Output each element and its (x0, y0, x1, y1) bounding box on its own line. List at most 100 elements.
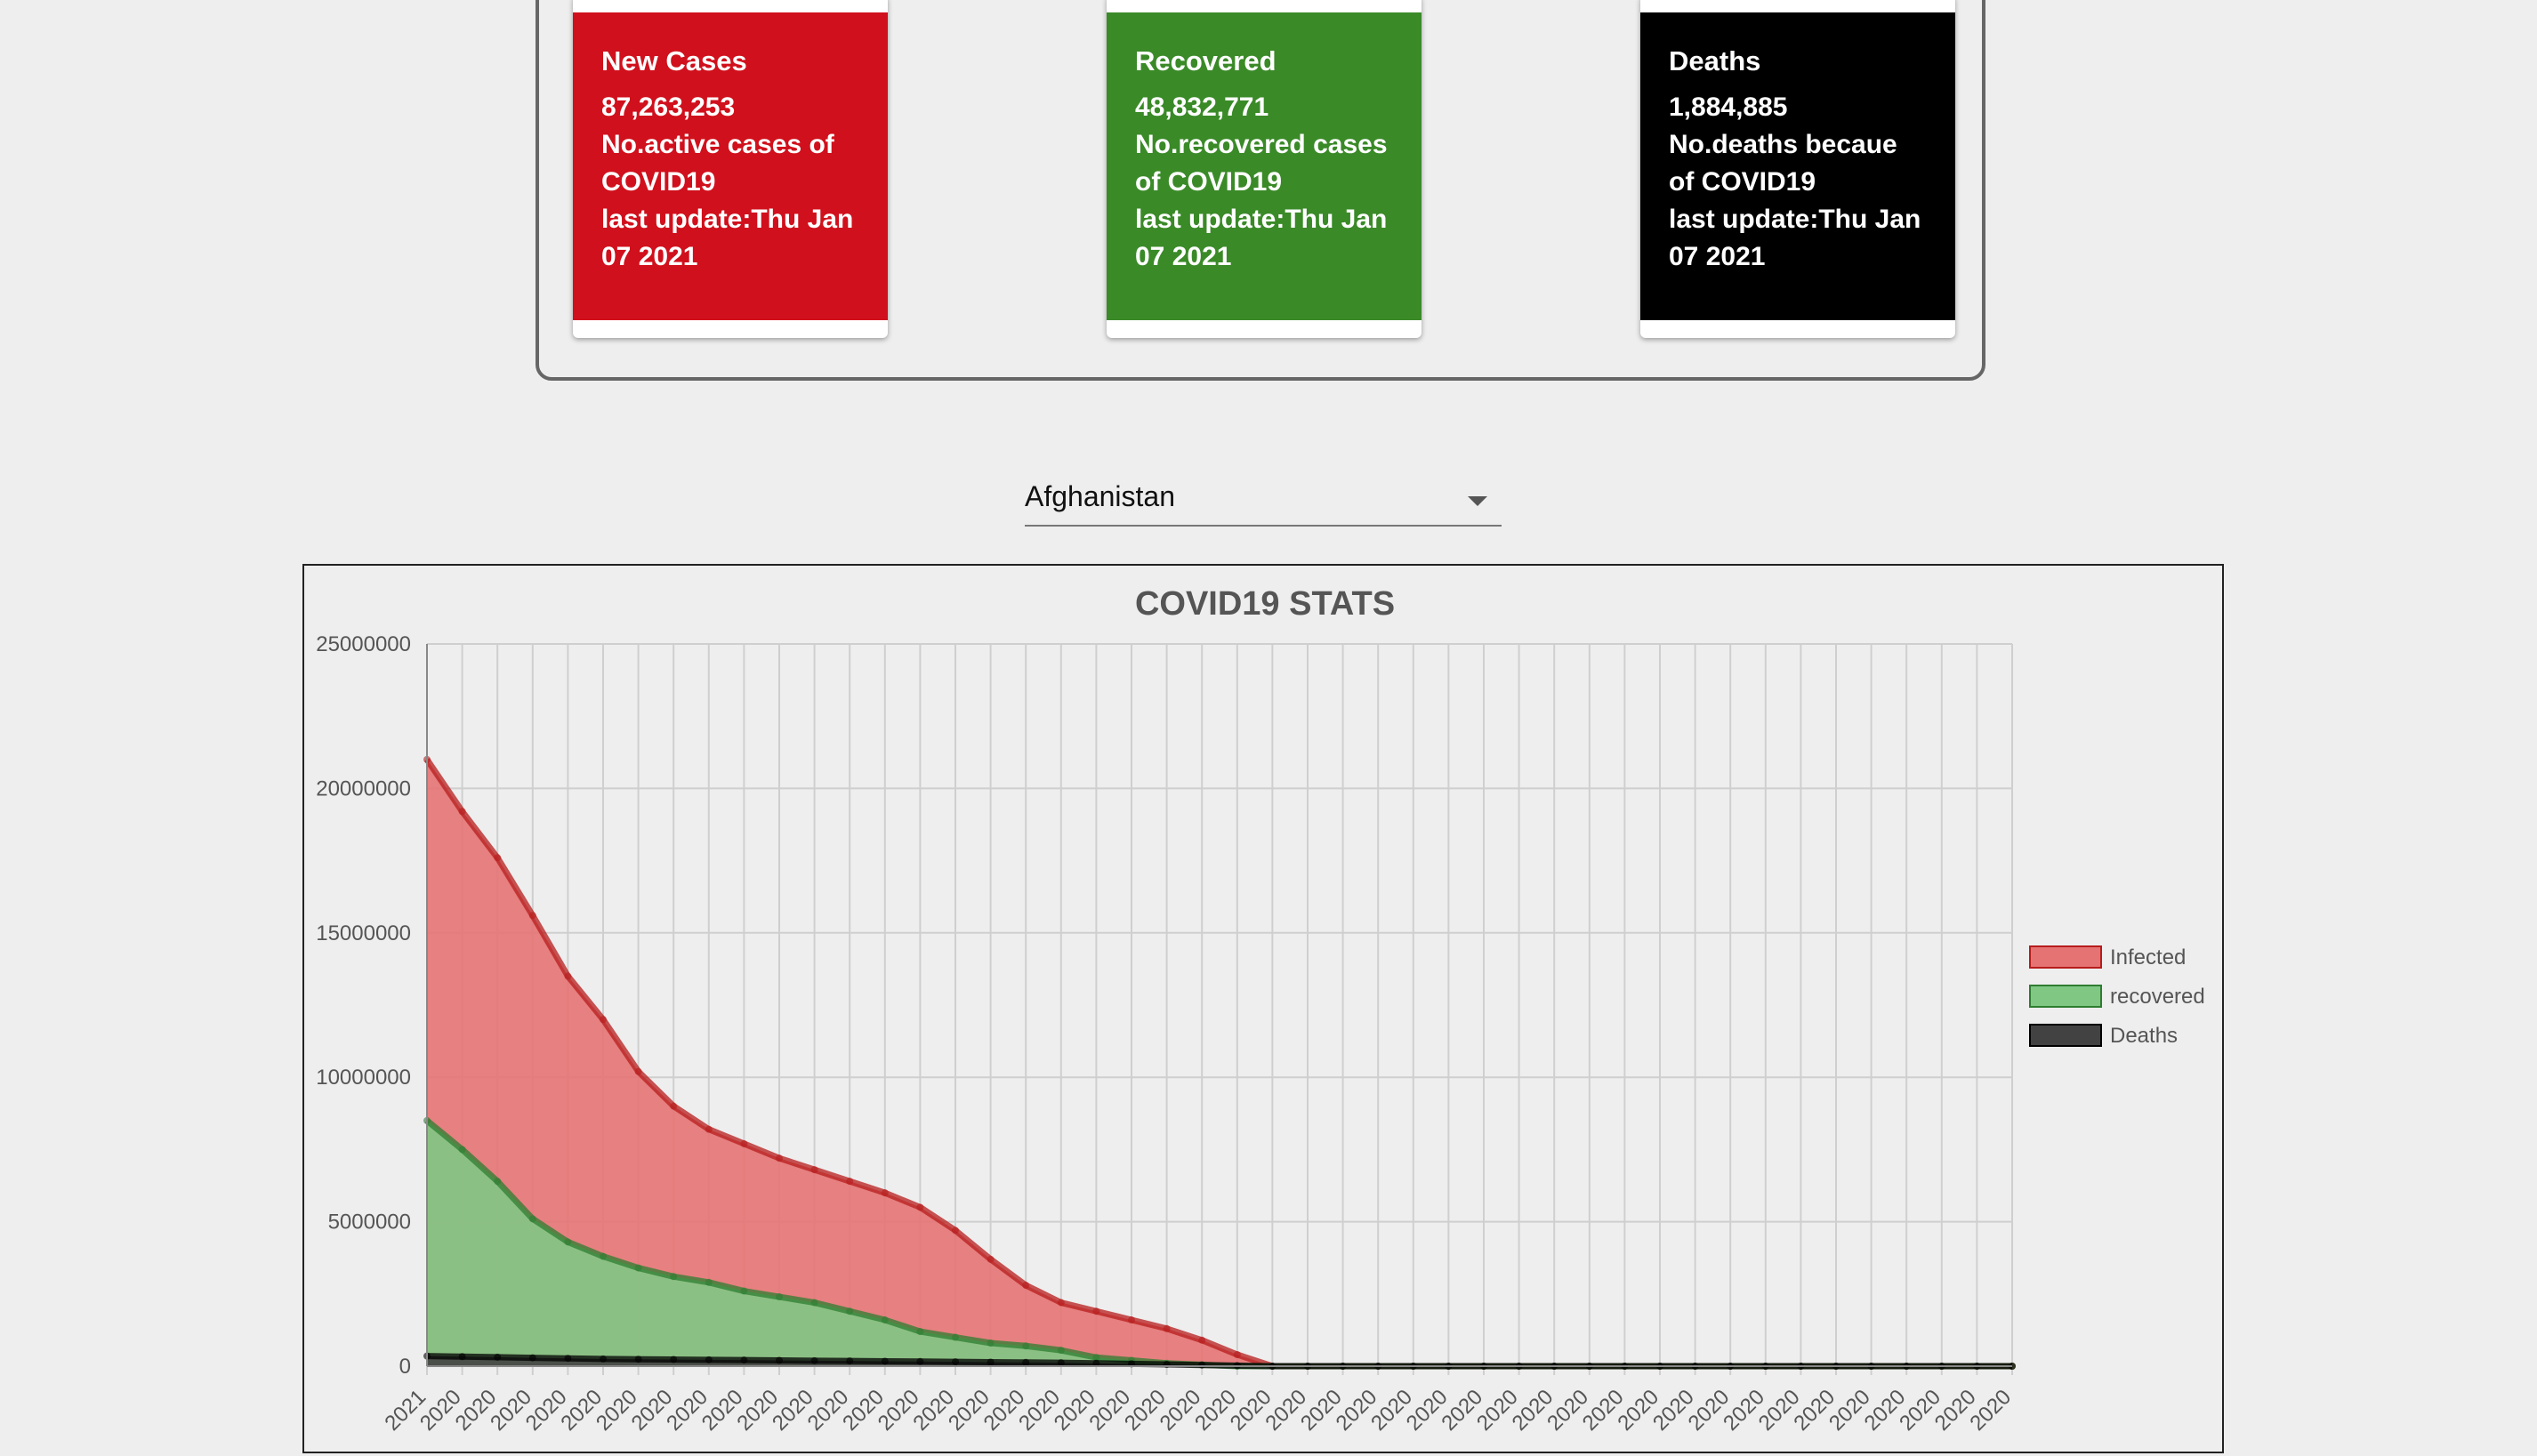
data-point (1163, 1324, 1171, 1332)
deaths-card: Deaths 1,884,885 No.deaths becaue of COV… (1640, 0, 1955, 338)
data-point (528, 1215, 536, 1223)
y-tick-label: 15000000 (316, 921, 411, 945)
legend-label-deaths: Deaths (2110, 1024, 2178, 1048)
data-point (1092, 1354, 1100, 1362)
data-point (1233, 1351, 1241, 1359)
legend-swatch-infected (2029, 945, 2102, 969)
chevron-down-icon (1468, 496, 1487, 506)
data-point (846, 1178, 854, 1186)
data-point (600, 1355, 607, 1363)
deaths-update-2: 07 2021 (1669, 242, 1766, 271)
data-point (705, 1125, 713, 1133)
data-point (705, 1355, 713, 1363)
recovered-desc-1: No.recovered cases (1135, 130, 1388, 159)
data-point (494, 1178, 502, 1186)
new-cases-desc-1: No.active cases of (601, 130, 834, 159)
data-point (916, 1203, 924, 1211)
data-point (1092, 1307, 1100, 1315)
data-point (564, 1355, 572, 1363)
data-point (846, 1357, 854, 1365)
data-point (987, 1255, 995, 1263)
data-point (1128, 1316, 1135, 1324)
data-point (458, 1146, 466, 1154)
deaths-update-1: last update:Thu Jan (1669, 205, 1921, 234)
data-point (564, 972, 572, 980)
deaths-desc-2: of COVID19 (1669, 167, 1816, 197)
new-cases-desc-2: COVID19 (601, 167, 716, 197)
new-cases-card-body: New Cases 87,263,253 No.active cases of … (573, 12, 888, 320)
legend-swatch-deaths (2029, 1024, 2102, 1047)
data-point (634, 1264, 642, 1272)
data-point (740, 1287, 748, 1295)
y-tick-label: 10000000 (316, 1066, 411, 1090)
country-select-value: Afghanistan (1025, 480, 1176, 512)
data-point (564, 1238, 572, 1246)
recovered-value: 48,832,771 (1135, 93, 1269, 122)
new-cases-card: New Cases 87,263,253 No.active cases of … (573, 0, 888, 338)
data-point (776, 1293, 783, 1301)
data-point (1022, 1342, 1030, 1350)
data-point (810, 1299, 818, 1307)
data-point (670, 1355, 678, 1363)
data-point (634, 1067, 642, 1075)
x-tick-label: 2020 (1965, 1385, 2016, 1436)
y-tick-label: 20000000 (316, 776, 411, 800)
y-tick-label: 5000000 (328, 1211, 411, 1235)
country-select[interactable]: Afghanistan (1025, 464, 1502, 527)
recovered-card: Recovered 48,832,771 No.recovered cases … (1107, 0, 1422, 338)
data-point (1198, 1336, 1206, 1344)
data-point (670, 1273, 678, 1281)
data-point (740, 1356, 748, 1364)
data-point (881, 1316, 889, 1324)
y-tick-label: 25000000 (316, 632, 411, 656)
new-cases-update-2: 07 2021 (601, 242, 698, 271)
data-point (705, 1278, 713, 1286)
deaths-desc-1: No.deaths becaue (1669, 130, 1897, 159)
data-point (494, 854, 502, 862)
data-point (670, 1102, 678, 1110)
data-point (846, 1307, 854, 1315)
legend-label-recovered: recovered (2110, 985, 2205, 1009)
deaths-card-body: Deaths 1,884,885 No.deaths becaue of COV… (1640, 12, 1955, 320)
data-point (600, 1016, 607, 1024)
data-point (458, 1353, 466, 1361)
data-point (1057, 1347, 1065, 1355)
covid-chart: COVID19 STATS 25000000 20000000 15000000 10… (302, 564, 2224, 1453)
data-point (1057, 1299, 1065, 1307)
legend-label-infected: Infected (2110, 945, 2186, 969)
data-point (987, 1358, 995, 1366)
data-point (952, 1333, 959, 1341)
chart-title: COVID19 STATS (1135, 585, 1395, 623)
deaths-title: Deaths (1669, 45, 1761, 76)
data-point (916, 1357, 924, 1365)
recovered-update-1: last update:Thu Jan (1135, 205, 1388, 234)
data-point (810, 1166, 818, 1174)
data-point (1022, 1358, 1030, 1366)
data-point (494, 1353, 502, 1361)
recovered-desc-2: of COVID19 (1135, 167, 1283, 197)
series-area-recovered (427, 1120, 2012, 1366)
recovered-card-body: Recovered 48,832,771 No.recovered cases … (1107, 12, 1422, 320)
data-point (458, 808, 466, 816)
data-point (916, 1328, 924, 1336)
data-point (987, 1339, 995, 1347)
series-area-infected (427, 759, 2012, 1366)
data-point (528, 912, 536, 920)
data-point (1057, 1359, 1065, 1367)
summary-panel: New Cases 87,263,253 No.active cases of … (536, 0, 1985, 381)
data-point (952, 1227, 959, 1235)
y-tick-label: 0 (399, 1355, 411, 1379)
data-point (810, 1356, 818, 1364)
data-point (1022, 1282, 1030, 1290)
data-point (634, 1355, 642, 1363)
chart-svg: COVID19 STATS 25000000 20000000 15000000 10… (316, 585, 2205, 1436)
data-point (952, 1358, 959, 1366)
data-point (528, 1354, 536, 1362)
data-point (776, 1154, 783, 1162)
data-point (1198, 1361, 1206, 1369)
legend-swatch-recovered (2029, 985, 2102, 1008)
data-point (881, 1189, 889, 1197)
new-cases-value: 87,263,253 (601, 93, 736, 122)
data-point (1092, 1359, 1100, 1367)
data-point (740, 1139, 748, 1147)
